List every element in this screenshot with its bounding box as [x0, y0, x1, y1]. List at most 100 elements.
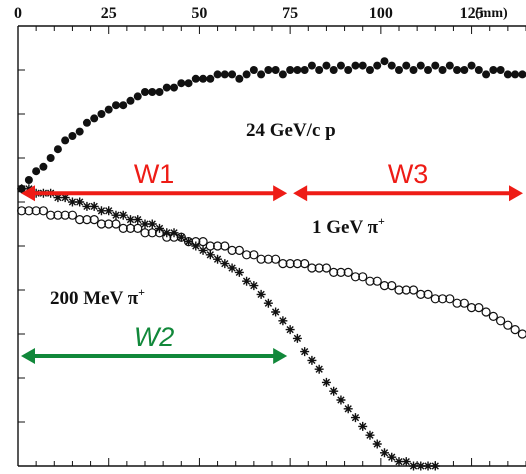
data-point [416, 289, 426, 299]
data-point [503, 70, 512, 79]
data-point [416, 461, 426, 471]
data-point [466, 303, 477, 313]
data-point [104, 105, 113, 114]
data-point [213, 70, 222, 79]
data-point [488, 311, 498, 321]
data-point [350, 272, 361, 282]
data-point [111, 219, 121, 229]
data-point [227, 245, 237, 255]
annotation-label-w1: W1 [134, 159, 175, 189]
data-point [365, 430, 375, 440]
data-point [489, 66, 498, 74]
data-point [459, 298, 469, 308]
data-point [278, 316, 288, 326]
data-point [96, 219, 107, 229]
x-tick-label: 125 [460, 5, 484, 22]
data-point [438, 66, 447, 74]
data-point [155, 223, 165, 233]
data-point [344, 66, 353, 74]
data-point [329, 386, 339, 396]
data-point [199, 74, 208, 83]
series-label-2: 200 MeV π+ [50, 285, 145, 309]
x-tick-label: 100 [369, 5, 393, 22]
data-point [104, 206, 114, 216]
data-point [379, 281, 390, 291]
data-point [452, 298, 462, 308]
data-point [402, 61, 411, 70]
data-point [300, 66, 309, 74]
data-point [125, 223, 136, 233]
data-point [133, 215, 143, 225]
data-point [271, 254, 281, 264]
series-layer [17, 57, 526, 471]
data-point [220, 70, 229, 79]
series-label-0: 24 GeV/c p [246, 120, 336, 141]
data-point [68, 132, 77, 140]
data-point [387, 452, 397, 462]
data-point [75, 127, 84, 136]
data-point [46, 210, 56, 220]
x-tick-label: 25 [101, 5, 117, 22]
data-point [285, 325, 295, 335]
data-point [336, 267, 346, 277]
data-point [256, 254, 266, 264]
data-point [271, 66, 280, 74]
data-point [249, 250, 259, 260]
x-axis-tick-labels: 0 25 50 75 100 125 [14, 5, 484, 22]
data-point [235, 74, 244, 83]
data-point [17, 184, 27, 194]
data-point [394, 457, 404, 467]
annotation-w1: W1 [21, 159, 288, 202]
data-point [133, 223, 143, 233]
plot-frame [17, 25, 526, 467]
data-point [198, 245, 208, 255]
data-point [336, 61, 345, 70]
data-point [503, 320, 513, 330]
data-point [445, 294, 455, 304]
series-1 [17, 206, 526, 339]
data-point [257, 70, 266, 79]
data-point [89, 215, 99, 225]
data-point [496, 66, 505, 74]
data-point [358, 61, 367, 70]
data-point [445, 61, 454, 70]
data-point [111, 101, 120, 110]
data-point [467, 61, 476, 70]
data-point [496, 316, 506, 326]
data-point [300, 347, 310, 357]
annotation-arrow-head-right [273, 348, 288, 364]
data-point [213, 254, 223, 264]
data-point [511, 70, 520, 79]
data-point [227, 263, 237, 273]
data-point [206, 74, 215, 83]
data-point [372, 439, 382, 449]
data-point [474, 66, 483, 74]
data-point [380, 57, 389, 66]
data-point [387, 61, 396, 70]
data-point [249, 66, 258, 74]
annotation-arrow-head-right [509, 185, 523, 202]
annotation-w3: W3 [293, 159, 523, 202]
data-point [321, 263, 332, 273]
annotation-label-w2: W2 [134, 322, 175, 352]
annotation-arrow-head-left [293, 185, 308, 202]
data-point [372, 276, 382, 286]
data-point [53, 145, 62, 154]
data-point [401, 457, 411, 467]
data-point [365, 276, 375, 286]
data-point [474, 303, 484, 313]
axis-ticks [17, 26, 526, 466]
data-point [242, 276, 252, 286]
data-point [141, 88, 149, 96]
data-point [205, 250, 215, 260]
data-point [176, 232, 186, 242]
data-point [453, 66, 462, 74]
data-point [437, 294, 448, 304]
data-point [307, 355, 317, 365]
data-point [351, 61, 360, 70]
data-point [343, 404, 353, 414]
data-point [358, 421, 368, 431]
data-point [104, 219, 114, 229]
data-point [75, 197, 85, 207]
